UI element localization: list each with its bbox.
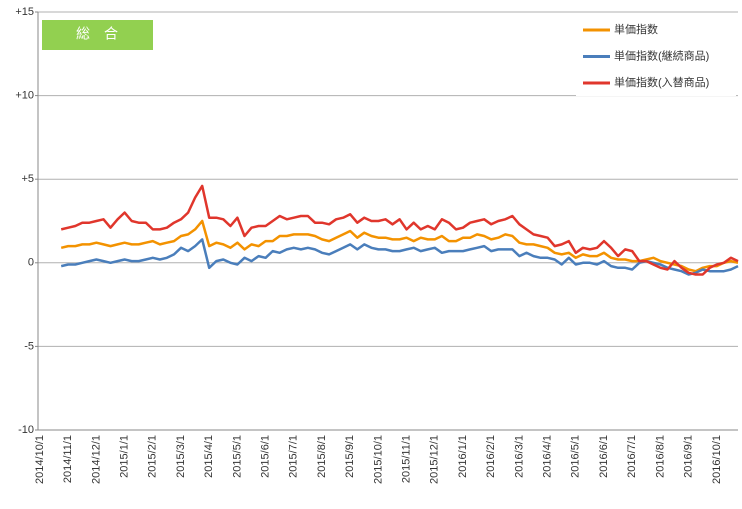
legend-label: 単価指数(継続商品) [614,48,709,62]
y-tick-label: +10 [15,90,34,102]
x-tick-label: 2014/11/1 [62,435,74,483]
x-tick-label: 2016/2/1 [485,435,497,478]
chart-label: 総 合 [76,26,118,42]
x-tick-label: 2016/7/1 [626,435,638,478]
x-tick-label: 2016/3/1 [513,435,525,478]
series-line [60,238,739,276]
x-tick-label: 2014/12/1 [90,435,102,484]
x-tick-label: 2015/2/1 [147,435,159,478]
legend-label: 単価指数(入替商品) [614,75,709,89]
x-tick-label: 2016/5/1 [570,435,582,478]
label-box [42,20,153,50]
x-tick-label: 2016/10/1 [711,435,723,484]
y-tick-label: +15 [15,6,34,18]
x-tick-label: 2015/9/1 [344,435,356,478]
x-tick-label: 2016/6/1 [598,435,610,478]
x-tick-label: 2015/1/1 [119,435,131,478]
x-tick-label: 2016/1/1 [457,435,469,478]
x-tick-label: 2015/8/1 [316,435,328,478]
x-tick-label: 2015/6/1 [260,435,272,478]
y-tick-label: -10 [18,424,34,436]
x-tick-label: 2015/10/1 [372,435,384,484]
y-tick-label: -5 [24,340,34,352]
layer: -10 -5 0 +5 +10 +15 2014/10/1 2014/11/1 2014/12/… [15,6,739,484]
x-tick-label: 2015/11/1 [401,435,413,483]
x-tick-label: 2015/12/1 [429,435,441,484]
series-line [60,184,739,276]
x-tick-label: 2016/8/1 [654,435,666,478]
x-tick-label: 2015/7/1 [288,435,300,478]
x-tick-label: 2016/9/1 [683,435,695,478]
x-tick-label: 2015/4/1 [203,435,215,478]
x-tick-label: 2015/5/1 [231,435,243,478]
x-tick-label: 2016/4/1 [542,435,554,478]
series-line [60,219,739,273]
legend-label: 単価指数 [614,22,658,36]
x-tick-label: 2014/10/1 [34,435,46,484]
y-tick-label: +5 [21,173,34,185]
y-tick-label: 0 [28,257,34,269]
plot: -10 -5 0 +5 +10 +15 2014/10/1 2014/11/1 2014/12/… [15,6,739,484]
x-tick-label: 2015/3/1 [175,435,187,478]
